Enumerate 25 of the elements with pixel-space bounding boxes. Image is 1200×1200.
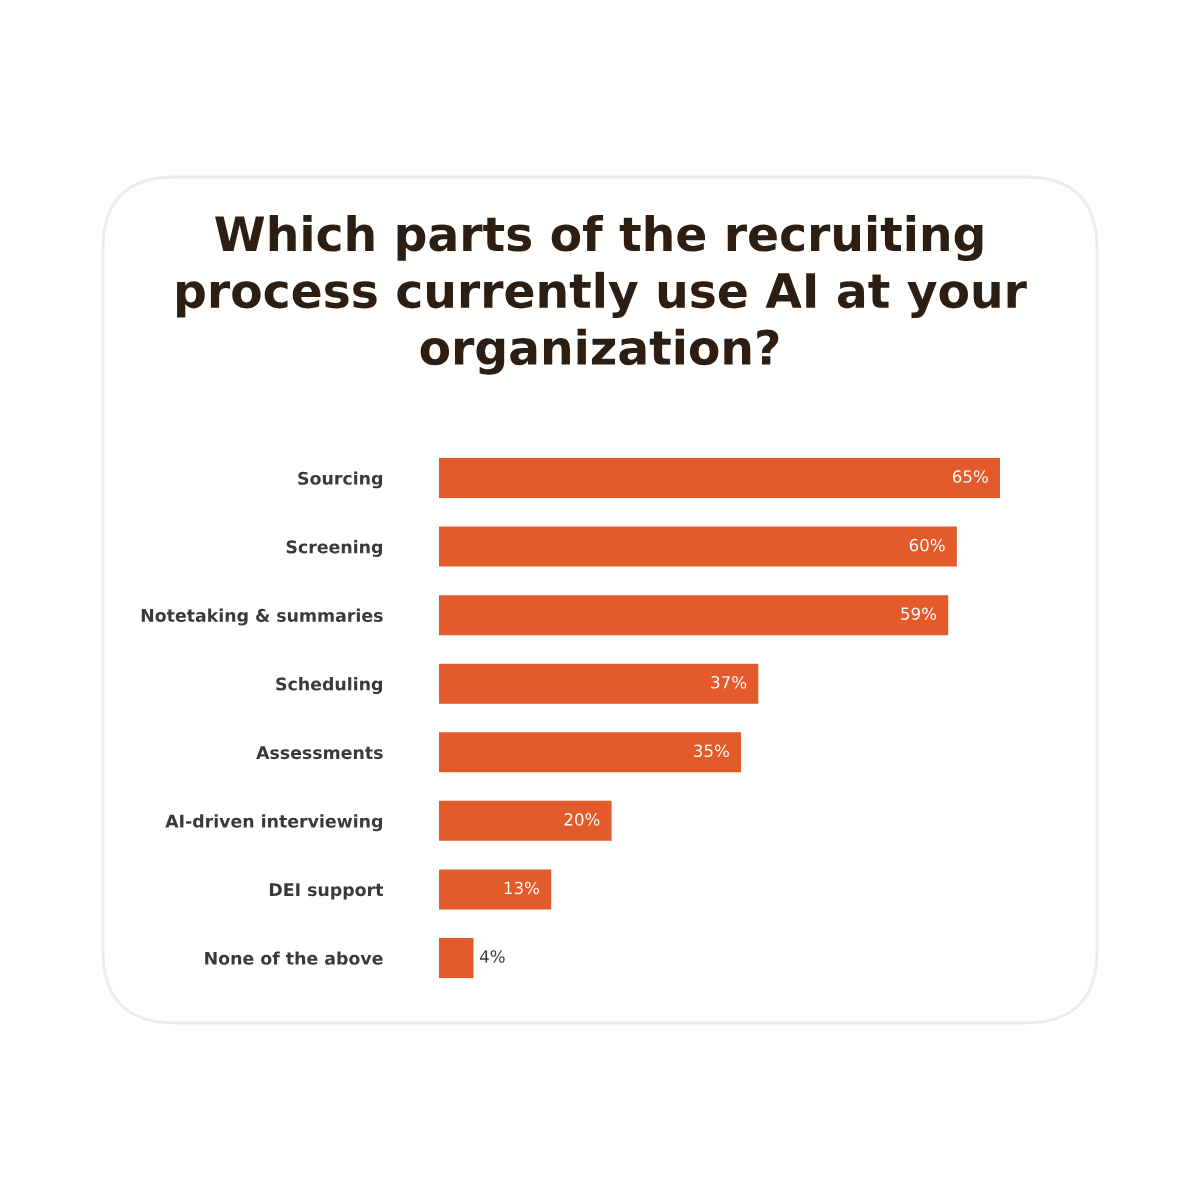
data-label: 65%	[952, 470, 988, 483]
y-tick-label: Scheduling	[276, 677, 382, 695]
bar	[439, 869, 552, 910]
data-label: 59%	[901, 607, 937, 620]
bar	[439, 526, 957, 567]
data-label: 37%	[711, 675, 747, 689]
y-tick-label: None of the above	[205, 951, 383, 965]
bar	[439, 663, 759, 704]
bar	[439, 800, 612, 841]
data-label: 20%	[564, 813, 600, 826]
y-tick-label: Assessments	[256, 746, 383, 760]
y-tick-label: DEI support	[269, 883, 384, 900]
data-label: 13%	[504, 881, 540, 895]
data-label: 4%	[479, 950, 505, 963]
bar	[439, 458, 1000, 499]
data-label: 60%	[909, 538, 945, 552]
y-tick-label: Screening	[286, 539, 382, 557]
bar	[439, 595, 949, 636]
y-tick-label: Notetaking & summaries	[141, 608, 383, 626]
bar	[439, 732, 742, 773]
chart-title: Which parts of the recruiting process currently use AI at your organization?	[177, 215, 1027, 375]
y-tick-label: AI-driven interviewing	[165, 814, 382, 832]
y-tick-label: Sourcing	[298, 471, 382, 489]
bar	[439, 937, 474, 978]
data-label: 35%	[694, 744, 729, 758]
